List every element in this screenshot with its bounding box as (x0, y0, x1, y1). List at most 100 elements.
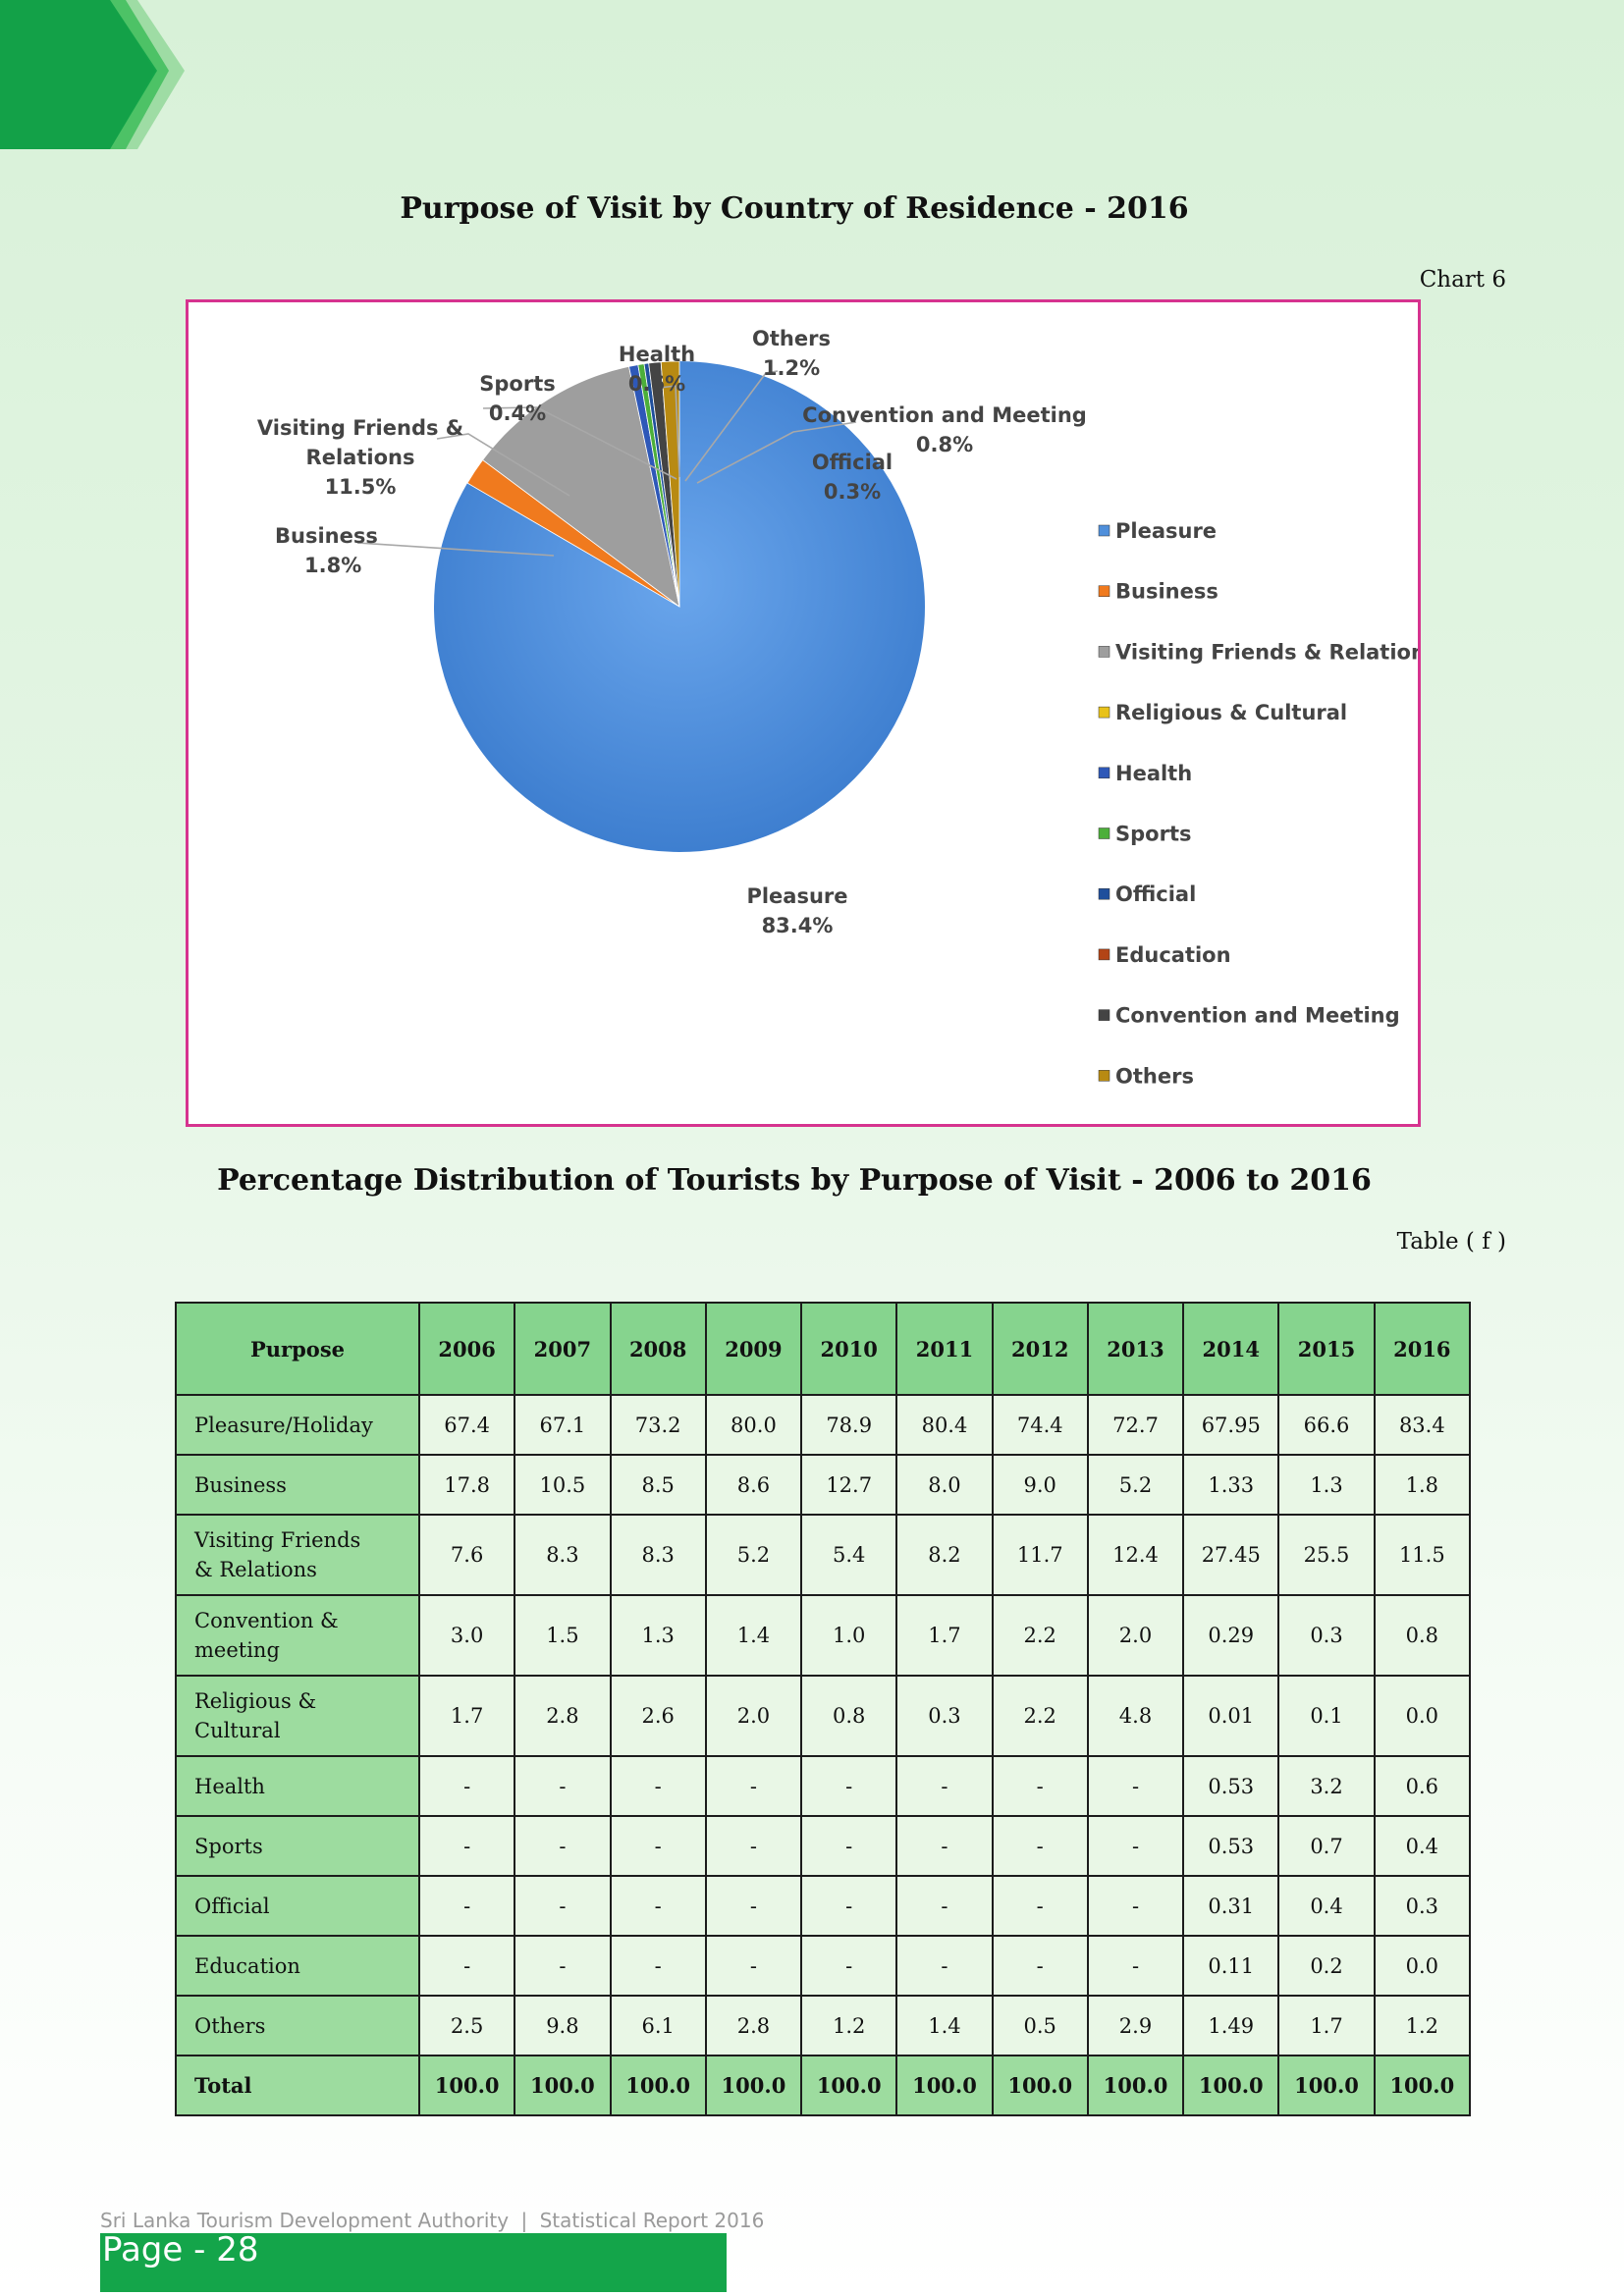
table-cell: 9.0 (991, 1454, 1089, 1516)
legend-label: Pleasure (1115, 519, 1217, 543)
table-cell: 2.2 (991, 1675, 1089, 1757)
table-row: Religious & Cultural 1.7 2.8 2.6 2.0 0.8 0.3 2.2… (175, 1675, 1472, 1757)
legend-swatch (1098, 948, 1110, 961)
table-row: Health - - - - - - - -0.53 3.2 0.6 (175, 1755, 1472, 1817)
pie-label-name: Health (619, 343, 695, 366)
table-cell: 7.6 (417, 1514, 516, 1596)
table-cell: 3.2 (1277, 1755, 1376, 1817)
table-cell: 1.3 (609, 1594, 707, 1677)
table-cell: 0.3 (1277, 1594, 1376, 1677)
table-cell: 0.3 (895, 1675, 994, 1757)
table-cell: 11.7 (991, 1514, 1089, 1596)
row-label: Business (175, 1454, 420, 1516)
table-cell: 0.6 (1373, 1755, 1472, 1817)
footer-credit: Sri Lanka Tourism Development Authority … (100, 2209, 764, 2232)
header-year-2007: 2007 (514, 1302, 612, 1396)
table-cell: - (609, 1875, 707, 1937)
legend-label: Official (1115, 882, 1196, 906)
header-year-2013: 2013 (1086, 1302, 1185, 1396)
table-cell: 11.5 (1373, 1514, 1472, 1596)
row-label-line: Visiting Friends (194, 1528, 361, 1552)
table-cell: 78.9 (800, 1394, 898, 1456)
table-cell: 27.45 (1182, 1514, 1280, 1596)
pie-label-value: 0.6% (628, 372, 685, 396)
table-row: Business 17.8 10.5 8.5 8.6 12.7 8.0 9.0 5.2 1.33 1… (175, 1454, 1472, 1516)
table-cell: 12.4 (1086, 1514, 1185, 1596)
table-row: Visiting Friends & Relations 7.6 8.3 8.3 5.2 5… (175, 1514, 1472, 1596)
table-cell: 0.3 (1373, 1875, 1472, 1937)
table-cell: 100.0 (991, 2055, 1089, 2116)
pie-label-name: Official (812, 451, 893, 474)
table-cell: 67.95 (1182, 1394, 1280, 1456)
table-cell: 100.0 (704, 2055, 803, 2116)
legend-label: Religious & Cultural (1115, 701, 1347, 724)
row-label-line: Total (194, 2072, 252, 2098)
table-cell: 17.8 (417, 1454, 516, 1516)
pie-chart: Business 1.8% Visiting Friends & Relations 1… (186, 299, 1421, 1127)
chart-title: Purpose of Visit by Country of Residence… (400, 191, 1189, 226)
table-cell: 2.8 (514, 1675, 612, 1757)
table-row: Pleasure/Holiday 67.4 67.1 73.2 80.0 78.9 80.4… (175, 1394, 1472, 1456)
legend-label: Others (1115, 1064, 1194, 1088)
table-cell: 2.5 (417, 1995, 516, 2056)
table-cell: - (417, 1935, 516, 1997)
table-cell: 2.9 (1086, 1995, 1185, 2056)
row-label: Religious & Cultural (175, 1675, 420, 1757)
page-number: Page - 28 (102, 2230, 259, 2269)
header-purpose: Purpose (175, 1302, 420, 1396)
table-cell: 80.4 (895, 1394, 994, 1456)
table-cell: 0.53 (1182, 1755, 1280, 1817)
pie-label-name: Pleasure (746, 884, 847, 908)
table-row: Others 2.5 9.8 6.1 2.8 1.2 1.4 0.5 2.9 1.49 1.7 1.2 (175, 1995, 1472, 2056)
table-row: Sports - - - - - - - -0.53 0.7 0.4 (175, 1815, 1472, 1877)
legend-label: Education (1115, 943, 1231, 967)
pie-label-name: Relations (306, 446, 415, 469)
table-cell: - (704, 1815, 803, 1877)
table-cell: - (800, 1755, 898, 1817)
header-year-2008: 2008 (609, 1302, 707, 1396)
table-cell: 2.6 (609, 1675, 707, 1757)
row-label-line: meeting (194, 1638, 280, 1662)
table-cell: 0.0 (1373, 1935, 1472, 1997)
table-cell: 67.1 (514, 1394, 612, 1456)
table-cell: 1.7 (1277, 1995, 1376, 2056)
table-reference: Table ( f ) (1396, 1229, 1506, 1255)
table-cell: 0.29 (1182, 1594, 1280, 1677)
table-cell: 100.0 (417, 2055, 516, 2116)
table-cell: 100.0 (514, 2055, 612, 2116)
table-cell: - (895, 1935, 994, 1997)
table-cell: 1.2 (800, 1995, 898, 2056)
header-year-2009: 2009 (704, 1302, 803, 1396)
leader-line (684, 370, 779, 482)
header-year-2016: 2016 (1373, 1302, 1472, 1396)
row-label-line: Health (194, 1774, 265, 1798)
table-cell: 3.0 (417, 1594, 516, 1677)
table-cell: 0.5 (991, 1995, 1089, 2056)
row-label: Others (175, 1995, 420, 2056)
table-row: Official - - - - - - - -0.31 0.4 0.3 (175, 1875, 1472, 1937)
pie-label-name: Convention and Meeting (802, 403, 1087, 427)
legend-swatch (1098, 1009, 1110, 1021)
table-cell: 80.0 (704, 1394, 803, 1456)
pie-chart-svg: Business 1.8% Visiting Friends & Relations 1… (257, 327, 1418, 1088)
header-year-2010: 2010 (800, 1302, 898, 1396)
legend-label: Visiting Friends & Relations (1115, 640, 1418, 664)
row-label-line: & Relations (194, 1558, 317, 1581)
pie-label-value: 11.5% (325, 475, 397, 499)
table-cell: - (514, 1875, 612, 1937)
table-cell: - (609, 1815, 707, 1877)
table-cell: - (1086, 1755, 1185, 1817)
table-cell: 8.2 (895, 1514, 994, 1596)
leader-line (356, 542, 555, 557)
footer-bar (100, 2233, 727, 2292)
table-cell: 1.33 (1182, 1454, 1280, 1516)
table-cell: - (1086, 1935, 1185, 1997)
table-cell: 25.5 (1277, 1514, 1376, 1596)
leader-line (482, 406, 677, 480)
legend-label: Convention and Meeting (1115, 1004, 1400, 1028)
table-cell: 5.2 (704, 1514, 803, 1596)
table-cell: - (1086, 1875, 1185, 1937)
table-cell: 0.1 (1277, 1675, 1376, 1757)
table-cell: 8.3 (609, 1514, 707, 1596)
row-label-line: Official (194, 1894, 270, 1918)
